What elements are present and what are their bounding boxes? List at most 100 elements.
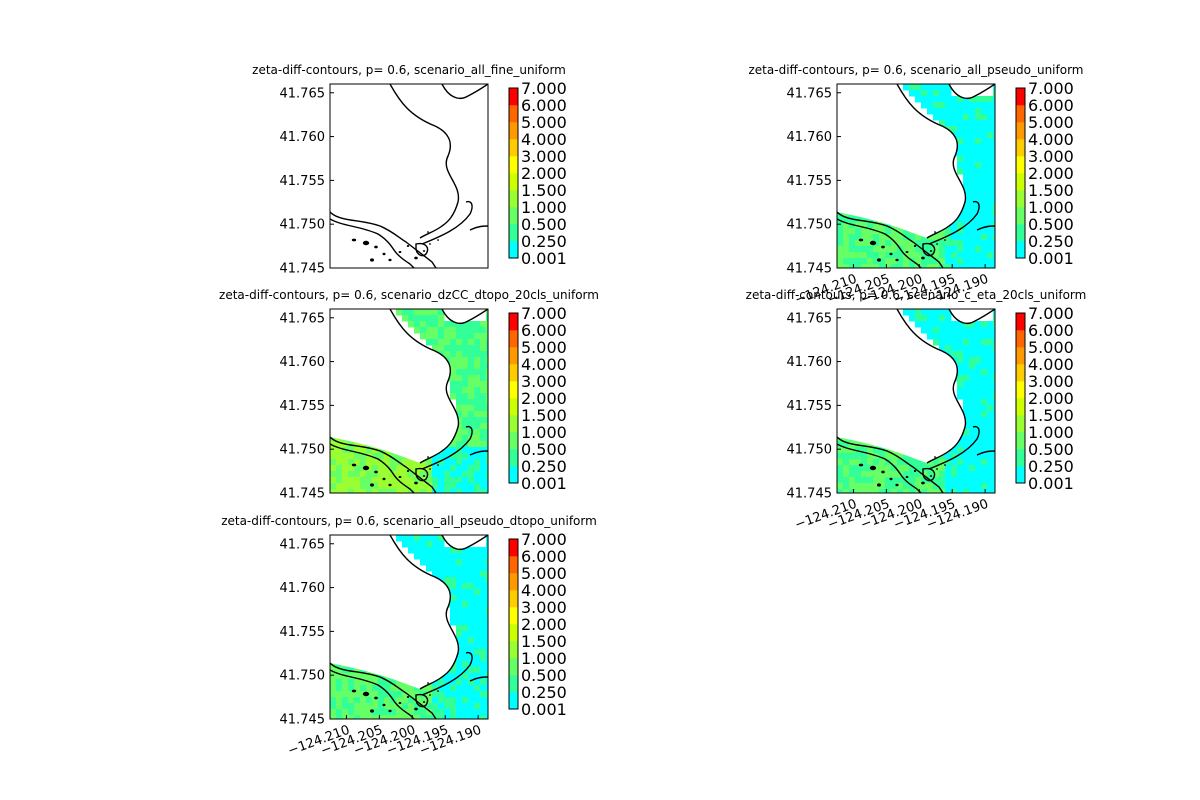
colorbar-segment	[1016, 190, 1025, 208]
colorbar-label: 4.000	[521, 581, 567, 600]
colorbar-segment	[1016, 88, 1025, 106]
panel-title: zeta-diff-contours, p= 0.6, scenario_dzC…	[219, 288, 599, 302]
panel-1: zeta-diff-contours, p= 0.6, scenario_all…	[252, 63, 567, 277]
colorbar-label: 0.250	[521, 232, 567, 251]
plot-area	[330, 535, 488, 719]
y-tick-label: 41.765	[280, 537, 326, 552]
colorbar-segment	[1016, 139, 1025, 157]
colorbar-segment	[509, 241, 518, 259]
x-tick-label: −124.190	[418, 723, 484, 759]
colorbar-label: 5.000	[1028, 338, 1074, 357]
y-tick-label: 41.755	[280, 625, 326, 640]
coastline	[837, 84, 995, 268]
colorbar-segment	[509, 539, 518, 557]
colorbar-label: 0.500	[521, 440, 567, 459]
contour-fill	[837, 84, 995, 268]
colorbar-segment	[1016, 224, 1025, 242]
panel-title: zeta-diff-contours, p= 0.6, scenario_all…	[252, 63, 566, 77]
colorbar-segment	[509, 573, 518, 591]
y-tick-label: 41.760	[787, 130, 833, 145]
axes-frame	[329, 83, 489, 269]
colorbar-label: 0.001	[521, 249, 567, 268]
colorbar-label: 0.250	[1028, 232, 1074, 251]
colorbar-segment	[509, 556, 518, 574]
colorbar: 0.0010.2500.5001.0001.5002.0003.0004.000…	[508, 304, 567, 493]
y-tick-label: 41.750	[280, 443, 326, 458]
colorbar-label: 1.500	[521, 632, 567, 651]
colorbar-label: 7.000	[521, 530, 567, 549]
colorbar: 0.0010.2500.5001.0001.5002.0003.0004.000…	[508, 530, 567, 719]
axes-frame	[836, 308, 996, 494]
colorbar-label: 7.000	[521, 79, 567, 98]
colorbar-segment	[509, 139, 518, 157]
colorbar-label: 1.000	[521, 649, 567, 668]
colorbar-label: 4.000	[521, 130, 567, 149]
colorbar-label: 5.000	[521, 113, 567, 132]
colorbar-segment	[1016, 241, 1025, 259]
coastline	[330, 535, 488, 719]
y-tick-label: 41.750	[787, 218, 833, 233]
panel-title: zeta-diff-contours, p= 0.6, scenario_all…	[749, 63, 1084, 77]
y-tick-label: 41.745	[787, 487, 833, 502]
y-tick-label: 41.750	[280, 218, 326, 233]
y-tick-label: 41.760	[280, 581, 326, 596]
colorbar-label: 5.000	[521, 338, 567, 357]
colorbar-segment	[509, 224, 518, 242]
panel-title: zeta-diff-contours, p= 0.6, scenario_all…	[221, 514, 597, 528]
colorbar-segment	[509, 658, 518, 676]
colorbar-label: 1.000	[521, 423, 567, 442]
colorbar-label: 3.000	[521, 147, 567, 166]
colorbar-segment	[509, 624, 518, 642]
panel-title: zeta-diff-contours, p= 0.6, scenario_c_e…	[746, 288, 1087, 302]
plot-area	[330, 309, 488, 493]
colorbar-label: 6.000	[521, 547, 567, 566]
colorbar-label: 0.500	[521, 666, 567, 685]
colorbar-segment	[1016, 466, 1025, 484]
colorbar-label: 2.000	[521, 389, 567, 408]
colorbar-segment	[1016, 398, 1025, 416]
colorbar-label: 3.000	[1028, 147, 1074, 166]
y-tick-label: 41.765	[787, 311, 833, 326]
colorbar-segment	[1016, 207, 1025, 225]
colorbar-segment	[1016, 381, 1025, 399]
colorbar: 0.0010.2500.5001.0001.5002.0003.0004.000…	[1015, 304, 1074, 493]
coastline	[330, 309, 488, 493]
colorbar-label: 2.000	[521, 615, 567, 634]
y-tick-label: 41.765	[280, 311, 326, 326]
colorbar-label: 0.001	[521, 474, 567, 493]
colorbar-label: 1.000	[1028, 198, 1074, 217]
colorbar-label: 6.000	[521, 96, 567, 115]
colorbar-segment	[509, 190, 518, 208]
y-tick-label: 41.755	[787, 399, 833, 414]
y-tick-label: 41.760	[787, 355, 833, 370]
colorbar-segment	[509, 432, 518, 450]
y-tick-label: 41.765	[280, 86, 326, 101]
colorbar-segment	[509, 641, 518, 659]
colorbar-label: 7.000	[1028, 304, 1074, 323]
colorbar-segment	[509, 590, 518, 608]
y-tick-label: 41.750	[787, 443, 833, 458]
y-tick-label: 41.750	[280, 669, 326, 684]
colorbar-label: 4.000	[1028, 355, 1074, 374]
panel-3: zeta-diff-contours, p= 0.6, scenario_dzC…	[219, 288, 599, 502]
colorbar-segment	[509, 330, 518, 348]
colorbar-label: 3.000	[521, 372, 567, 391]
y-tick-label: 41.745	[280, 487, 326, 502]
colorbar-label: 6.000	[1028, 321, 1074, 340]
colorbar-label: 7.000	[1028, 79, 1074, 98]
colorbar-label: 0.250	[521, 683, 567, 702]
y-tick-label: 41.755	[280, 174, 326, 189]
y-tick-label: 41.760	[280, 355, 326, 370]
y-tick-label: 41.760	[280, 130, 326, 145]
colorbar-label: 1.500	[521, 406, 567, 425]
colorbar-label: 0.500	[521, 215, 567, 234]
y-tick-label: 41.755	[787, 174, 833, 189]
colorbar-segment	[509, 692, 518, 710]
colorbar-segment	[509, 415, 518, 433]
x-tick-label: −124.190	[925, 497, 991, 533]
colorbar-segment	[509, 347, 518, 365]
colorbar-segment	[1016, 105, 1025, 123]
colorbar-label: 7.000	[521, 304, 567, 323]
y-tick-label: 41.745	[280, 262, 326, 277]
